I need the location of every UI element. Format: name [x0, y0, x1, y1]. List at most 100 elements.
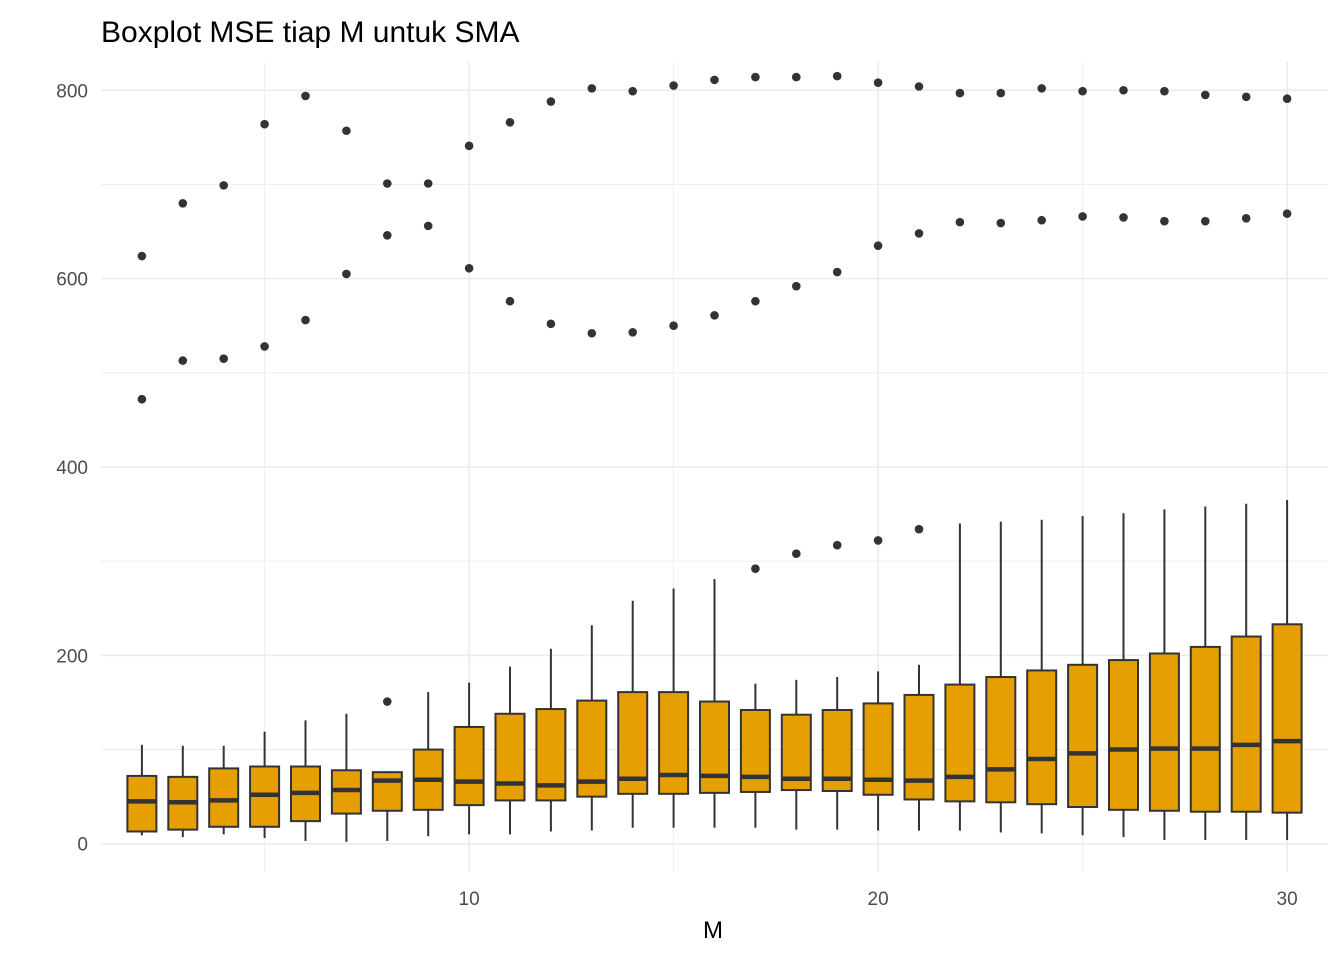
outlier-point	[1282, 209, 1292, 218]
box-M21	[903, 82, 935, 831]
outlier-point	[1201, 90, 1210, 100]
outlier-point	[1119, 85, 1128, 95]
outlier-point	[914, 82, 924, 91]
outlier-point	[873, 78, 883, 88]
outlier-point	[1119, 213, 1128, 222]
iqr-box	[739, 709, 771, 793]
iqr-box	[494, 712, 526, 802]
box-M3	[167, 198, 199, 838]
y-tick-label: 800	[56, 81, 88, 102]
outlier-point	[505, 117, 515, 127]
outlier-point	[342, 126, 351, 136]
iqr-box	[1230, 635, 1262, 813]
iqr-box	[1067, 663, 1099, 809]
box-M19	[821, 71, 853, 830]
outlier-point	[1241, 214, 1251, 223]
outlier-point	[587, 84, 597, 93]
x-axis-title: M	[703, 917, 723, 944]
iqr-box	[371, 771, 403, 812]
outlier-point	[751, 564, 760, 574]
outlier-point	[383, 179, 392, 188]
box-M7	[330, 126, 362, 842]
iqr-box	[1108, 659, 1139, 811]
box-M4	[208, 181, 240, 835]
outlier-point	[751, 296, 760, 306]
box-M14	[617, 86, 649, 828]
outlier-point	[710, 75, 719, 85]
outlier-point	[546, 97, 556, 106]
iqr-box	[1148, 652, 1180, 812]
outlier-point	[137, 394, 147, 404]
y-tick-label: 200	[56, 646, 88, 667]
iqr-box	[126, 774, 158, 833]
box-M9	[412, 179, 444, 837]
y-tick-label: 600	[56, 270, 88, 291]
outlier-point	[628, 328, 637, 337]
box-M22	[944, 88, 976, 831]
outlier-point	[301, 91, 310, 101]
box-M2	[126, 251, 158, 836]
box-M6	[290, 91, 321, 841]
box-M12	[535, 97, 567, 832]
box-M26	[1108, 85, 1139, 838]
iqr-box	[453, 725, 485, 807]
x-tick-label: 20	[868, 889, 889, 910]
box-M17	[739, 72, 771, 828]
x-tick-label: 10	[459, 889, 480, 910]
outlier-point	[1160, 86, 1169, 96]
outlier-point	[873, 241, 883, 250]
outlier-point	[383, 697, 392, 706]
outlier-point	[301, 315, 310, 325]
x-tick-label: 30	[1277, 889, 1298, 910]
iqr-box	[699, 700, 730, 794]
iqr-box	[985, 676, 1017, 804]
box-M10	[453, 141, 485, 835]
outlier-point	[1037, 215, 1046, 225]
outlier-point	[1037, 84, 1046, 93]
outlier-point	[996, 218, 1006, 228]
outlier-point	[423, 221, 433, 231]
outlier-point	[996, 88, 1006, 98]
outlier-point	[1078, 86, 1087, 96]
box-M5	[249, 119, 281, 839]
outlier-point	[260, 119, 269, 129]
iqr-box	[208, 767, 240, 828]
outlier-point	[955, 217, 965, 227]
outlier-point	[178, 356, 188, 365]
box-M29	[1230, 92, 1262, 840]
outlier-point	[955, 88, 965, 98]
outlier-point	[1282, 94, 1292, 104]
y-tick-label: 400	[56, 458, 88, 479]
box-M18	[780, 72, 812, 830]
box-M25	[1067, 86, 1099, 836]
outlier-point	[383, 231, 392, 240]
outlier-point	[546, 319, 556, 329]
outlier-point	[669, 81, 678, 90]
x-axis-tick-labels: 10 20 30	[459, 889, 1298, 910]
outlier-point	[669, 321, 678, 331]
outlier-point	[914, 524, 924, 534]
outlier-point	[710, 311, 719, 320]
outlier-point	[832, 71, 842, 81]
outlier-point	[914, 229, 924, 238]
iqr-box	[658, 691, 690, 795]
box-M27	[1148, 86, 1180, 840]
iqr-box	[944, 683, 976, 803]
outlier-point	[260, 342, 269, 351]
box-M23	[985, 88, 1017, 833]
outlier-point	[137, 251, 147, 261]
chart-title: Boxplot MSE tiap M untuk SMA	[101, 16, 520, 49]
outlier-point	[464, 263, 474, 273]
outlier-point	[792, 549, 801, 558]
y-tick-label: 0	[77, 835, 88, 856]
outlier-point	[792, 72, 801, 82]
outlier-point	[1078, 212, 1087, 221]
box-M15	[658, 81, 690, 828]
outlier-point	[1201, 216, 1210, 226]
box-M11	[494, 117, 526, 835]
outlier-point	[219, 181, 228, 190]
iqr-box	[1189, 645, 1221, 813]
iqr-box	[903, 693, 935, 801]
